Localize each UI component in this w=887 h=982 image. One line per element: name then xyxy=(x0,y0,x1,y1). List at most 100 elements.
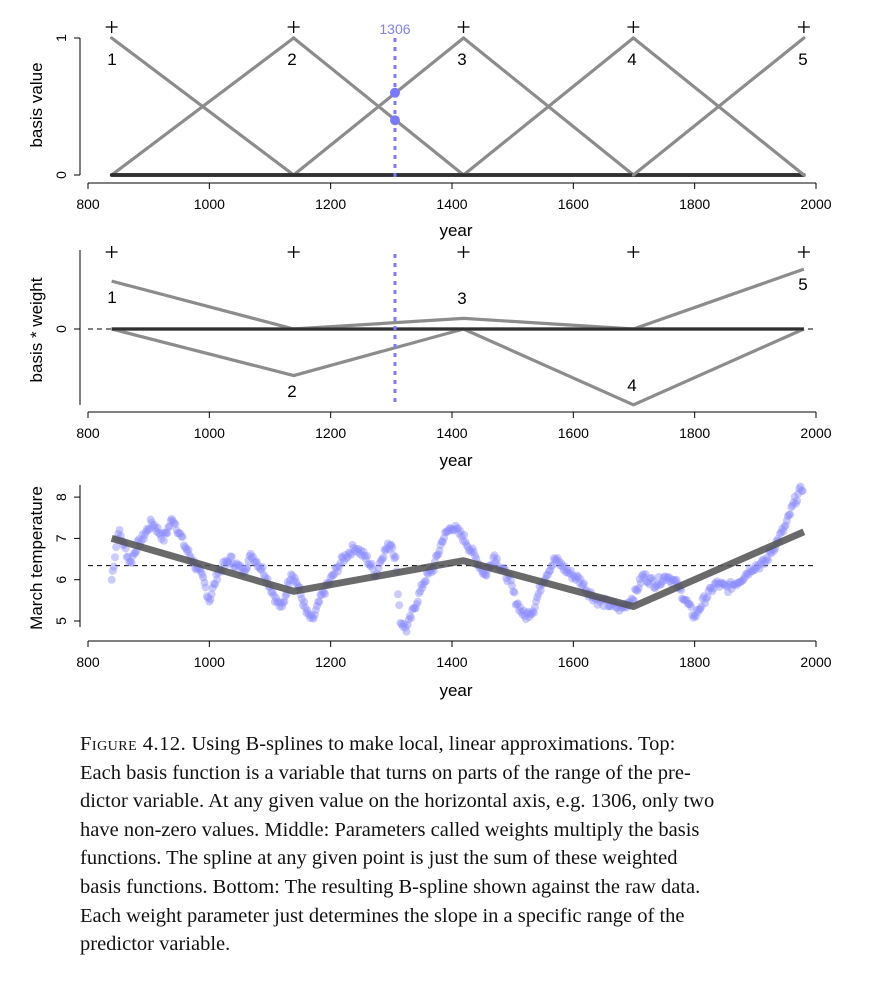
temperature-point xyxy=(122,553,131,562)
temperature-point xyxy=(665,577,674,586)
temperature-point xyxy=(127,558,136,567)
temperature-point xyxy=(785,510,794,519)
y-tick-label: 1 xyxy=(53,34,69,42)
temperature-point xyxy=(445,524,454,533)
temperature-point xyxy=(754,561,763,570)
temperature-point xyxy=(413,597,422,606)
temperature-point xyxy=(743,569,752,578)
temperature-point xyxy=(795,484,804,493)
temperature-point xyxy=(564,568,573,577)
temperature-point xyxy=(139,535,148,544)
temperature-point xyxy=(337,552,346,561)
temperature-point xyxy=(543,570,552,579)
temperature-point xyxy=(231,563,240,572)
y-tick-label: 6 xyxy=(53,576,69,584)
temperature-point xyxy=(385,545,394,554)
temperature-point xyxy=(709,584,718,593)
temperature-point xyxy=(297,594,306,603)
temperature-point xyxy=(420,577,429,586)
weighted-basis-4 xyxy=(111,327,805,407)
temperature-point xyxy=(338,553,347,562)
temperature-point xyxy=(461,537,470,546)
temperature-point xyxy=(762,553,771,562)
temperature-point xyxy=(734,578,743,587)
temperature-point xyxy=(275,602,284,611)
temperature-point xyxy=(508,581,517,590)
knot-marker xyxy=(287,21,300,33)
temperature-point xyxy=(386,540,395,549)
temperature-point xyxy=(551,555,560,564)
temperature-point xyxy=(546,566,555,575)
temperature-point xyxy=(317,590,326,599)
temperature-point xyxy=(760,560,769,569)
caption-line: predictor variable. xyxy=(80,933,231,956)
temperature-point xyxy=(405,611,414,620)
temperature-point xyxy=(536,586,545,595)
temperature-point xyxy=(154,529,163,538)
temperature-point xyxy=(726,577,735,586)
temperature-point xyxy=(196,567,205,576)
basis-label: 1 xyxy=(107,50,116,69)
temperature-point xyxy=(176,529,185,538)
temperature-point xyxy=(364,560,373,569)
temperature-point xyxy=(397,620,406,629)
temperature-point xyxy=(130,549,139,558)
temperature-point xyxy=(778,524,787,533)
temperature-point xyxy=(526,610,535,619)
temperature-point xyxy=(753,563,762,572)
temperature-point xyxy=(728,580,737,589)
temperature-point xyxy=(165,522,174,531)
temperature-point xyxy=(253,563,262,572)
temperature-point xyxy=(182,544,191,553)
temperature-point xyxy=(292,577,301,586)
temperature-point xyxy=(274,597,283,606)
temperature-point xyxy=(517,607,526,616)
temperature-point xyxy=(230,563,239,572)
temperature-point xyxy=(269,591,278,600)
temperature-point xyxy=(717,579,726,588)
middle-chart-marks: 1 2 3 4 5 xyxy=(88,246,816,407)
temperature-point xyxy=(160,528,169,537)
temperature-point xyxy=(710,579,719,588)
temperature-point xyxy=(443,527,452,536)
temperature-point xyxy=(167,514,176,523)
temperature-point xyxy=(326,573,335,582)
temperature-point xyxy=(794,489,803,498)
temperature-point xyxy=(528,607,537,616)
temperature-point xyxy=(410,604,419,613)
temperature-point xyxy=(179,541,188,550)
weighted-basis-label: 3 xyxy=(457,289,466,308)
temperature-point xyxy=(568,574,577,583)
temperature-point xyxy=(462,540,471,549)
temperature-point xyxy=(202,592,211,601)
temperature-point xyxy=(258,563,267,572)
temperature-point xyxy=(314,597,323,606)
temperature-point xyxy=(403,620,412,629)
temperature-point xyxy=(142,527,151,536)
temperature-point xyxy=(172,526,181,535)
temperature-point xyxy=(636,579,645,588)
temperature-point xyxy=(570,573,579,582)
temperature-point xyxy=(157,534,166,543)
temperature-point xyxy=(549,554,558,563)
temperature-point xyxy=(158,528,167,537)
temperature-point xyxy=(697,602,706,611)
x-tick-label: 2000 xyxy=(800,654,831,670)
temperature-point xyxy=(144,526,153,535)
basis-4-segment xyxy=(461,36,635,177)
temperature-point xyxy=(547,562,556,571)
temperature-point xyxy=(635,575,644,584)
temperature-point xyxy=(346,549,355,558)
temperature-point xyxy=(489,553,498,562)
temperature-point xyxy=(281,591,290,600)
temperature-point xyxy=(641,570,650,579)
knot-marker xyxy=(105,246,118,258)
temperature-point xyxy=(424,569,433,578)
temperature-point xyxy=(705,583,714,592)
temperature-point xyxy=(451,521,460,530)
temperature-point xyxy=(692,606,701,615)
caption-line: functions. The spline at any given point… xyxy=(80,847,678,870)
caption-line: have non-zero values. Middle: Parameters… xyxy=(80,818,700,841)
temperature-point xyxy=(664,572,673,581)
